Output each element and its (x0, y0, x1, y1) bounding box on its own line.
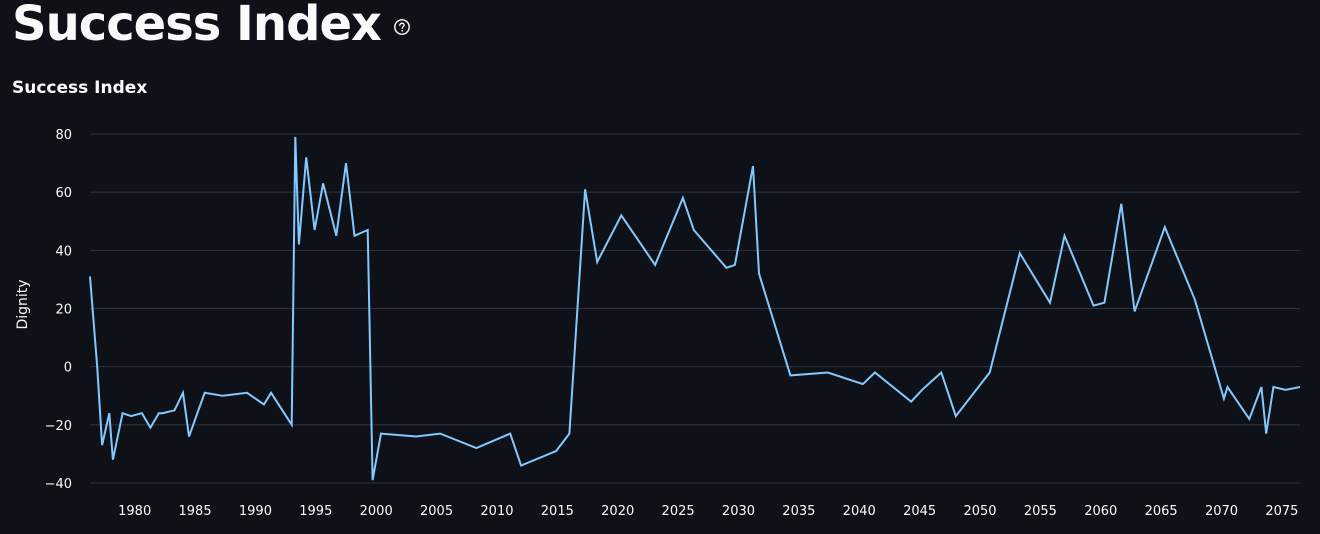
x-tick-label: 2020 (601, 504, 634, 519)
y-axis-label: Dignity (15, 279, 31, 329)
y-tick-label: 80 (55, 128, 72, 143)
x-tick-label: 2070 (1205, 504, 1238, 519)
series-line-dignity[interactable] (89, 136, 1301, 481)
x-tick-label: 2040 (843, 504, 876, 519)
x-tick-label: 1990 (239, 504, 272, 519)
x-tick-label: 2075 (1265, 504, 1298, 519)
x-tick-label: 2030 (722, 504, 755, 519)
y-tick-label: 0 (64, 361, 72, 376)
chart-title: Success Index (12, 78, 148, 98)
grid-lines (90, 133, 1300, 484)
x-tick-label: 2060 (1084, 504, 1117, 519)
x-axis-ticks: 1980 1985 1990 1995 2000 2005 2010 2015 2020 2025… (118, 504, 1298, 519)
x-tick-label: 2050 (963, 504, 996, 519)
x-tick-label: 2015 (541, 504, 574, 519)
series-lines (89, 136, 1301, 481)
x-tick-label: 1985 (179, 504, 212, 519)
x-tick-label: 2065 (1145, 504, 1178, 519)
x-tick-label: 2045 (903, 504, 936, 519)
page-title-text: Success Index (12, 0, 382, 52)
x-tick-label: 2010 (480, 504, 513, 519)
y-axis-ticks: −40 −20 0 20 40 60 80 (45, 128, 72, 492)
x-tick-label: 2025 (662, 504, 695, 519)
x-tick-label: 1980 (118, 504, 151, 519)
x-tick-label: 2000 (360, 504, 393, 519)
page-title: Success Index (12, 0, 411, 52)
x-tick-label: 1995 (299, 504, 332, 519)
y-tick-label: 20 (55, 303, 72, 318)
x-tick-label: 2005 (420, 504, 453, 519)
y-tick-label: 60 (55, 186, 72, 201)
y-tick-label: −40 (45, 477, 72, 492)
x-tick-label: 2035 (782, 504, 815, 519)
y-tick-label: 40 (55, 244, 72, 259)
question-circle-icon[interactable] (393, 18, 411, 36)
y-tick-label: −20 (45, 419, 72, 434)
x-tick-label: 2055 (1024, 504, 1057, 519)
